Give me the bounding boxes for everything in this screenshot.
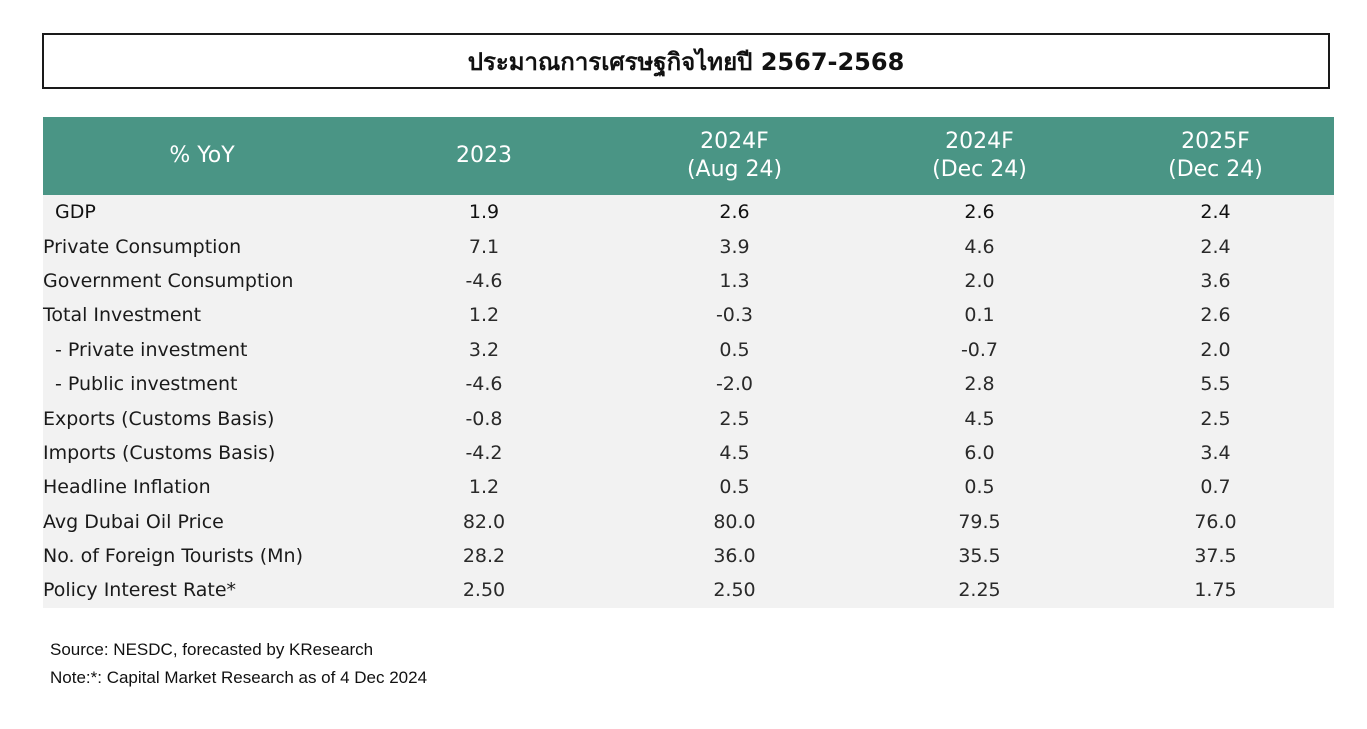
row-label: - Private investment <box>55 338 248 361</box>
header-line: 2024F <box>700 129 769 154</box>
header-line: (Aug 24) <box>686 157 783 182</box>
table-cell: 2.0 <box>1200 338 1231 361</box>
row-label: Imports (Customs Basis) <box>43 441 276 464</box>
table-cell: 2.0 <box>964 269 995 292</box>
row-label: GDP <box>55 201 96 224</box>
table-cell: 1.9 <box>468 201 500 224</box>
table-cell: 5.5 <box>1200 373 1231 396</box>
table-cell: 2.6 <box>964 201 995 224</box>
table-cell: 2.8 <box>964 373 995 396</box>
table-cell: 2.5 <box>719 407 750 430</box>
header-cell: 2024F (Aug 24) <box>607 117 862 195</box>
table-cell: 1.75 <box>1194 579 1237 602</box>
table-cell: 2.6 <box>1200 304 1231 327</box>
table-body: GDP 1.9 2.6 2.6 2.4 Private Consumption … <box>43 195 1334 608</box>
table-row: Avg Dubai Oil Price 82.0 80.0 79.5 76.0 <box>43 505 1334 539</box>
table-cell: 0.5 <box>719 338 750 361</box>
row-label: Total Investment <box>43 304 202 327</box>
table-row: Total Investment 1.2 -0.3 0.1 2.6 <box>43 298 1334 332</box>
table-cell: 4.6 <box>964 235 995 258</box>
table-cell: 37.5 <box>1194 545 1237 568</box>
table-cell: 2.4 <box>1200 201 1231 224</box>
footnotes: Source: NESDC, forecasted by KResearch N… <box>50 636 427 692</box>
header-line: 2025F <box>1181 129 1250 154</box>
table-cell: 2.4 <box>1200 235 1231 258</box>
header-cell: 2023 <box>361 117 607 195</box>
table-cell: 3.6 <box>1200 269 1231 292</box>
table-row: Exports (Customs Basis) -0.8 2.5 4.5 2.5 <box>43 401 1334 435</box>
table-cell: -0.7 <box>960 338 999 361</box>
table-cell: 0.5 <box>964 476 995 499</box>
table-cell: 1.3 <box>719 269 750 292</box>
table-cell: 2.50 <box>713 579 756 602</box>
table-cell: 79.5 <box>958 510 1001 533</box>
title-box: ประมาณการเศรษฐกิจไทยปี 2567-2568 <box>42 33 1330 89</box>
table-cell: 0.1 <box>964 304 995 327</box>
table-cell: -2.0 <box>715 373 754 396</box>
table-cell: 2.5 <box>1200 407 1231 430</box>
table-cell: 0.7 <box>1200 476 1231 499</box>
table-header-row: % YoY 2023 2024F (Aug 24) 2024F (Dec 24) 2… <box>43 117 1334 195</box>
table-cell: -0.8 <box>465 407 503 430</box>
row-label: Private Consumption <box>43 235 242 258</box>
header-line: % YoY <box>169 143 235 168</box>
table-cell: 3.2 <box>468 338 500 361</box>
header-line: 2024F <box>945 129 1014 154</box>
row-label: Headline Inflation <box>43 476 211 499</box>
table-cell: -4.2 <box>465 441 503 464</box>
forecast-table: % YoY 2023 2024F (Aug 24) 2024F (Dec 24) 2… <box>43 117 1334 608</box>
row-label: No. of Foreign Tourists (Mn) <box>43 545 303 568</box>
table-row: Private Consumption 7.1 3.9 4.6 2.4 <box>43 229 1334 263</box>
table-cell: 80.0 <box>713 510 756 533</box>
data-table: % YoY 2023 2024F (Aug 24) 2024F (Dec 24) 2… <box>43 117 1334 608</box>
table-row: Headline Inflation 1.2 0.5 0.5 0.7 <box>43 470 1334 504</box>
row-label: Government Consumption <box>43 269 294 292</box>
table-row: No. of Foreign Tourists (Mn) 28.2 36.0 3… <box>43 539 1334 573</box>
header-line: (Dec 24) <box>1168 157 1263 182</box>
table-row: Government Consumption -4.6 1.3 2.0 3.6 <box>43 264 1334 298</box>
table-row: - Public investment -4.6 -2.0 2.8 5.5 <box>43 367 1334 401</box>
table-cell: -4.6 <box>465 373 503 396</box>
table-cell: 28.2 <box>462 545 506 568</box>
table-cell: 4.5 <box>964 407 995 430</box>
header-cell: 2025F (Dec 24) <box>1097 117 1334 195</box>
table-cell: 35.5 <box>958 545 1001 568</box>
table-cell: -0.3 <box>715 304 754 327</box>
table-cell: 6.0 <box>964 441 995 464</box>
row-label: - Public investment <box>55 373 238 396</box>
header-line: 2023 <box>456 143 512 168</box>
table-row: Policy Interest Rate* 2.50 2.50 2.25 1.7… <box>43 573 1334 607</box>
header-cell: % YoY <box>43 117 361 195</box>
table-row: GDP 1.9 2.6 2.6 2.4 <box>43 195 1334 229</box>
table-cell: 82.0 <box>462 510 506 533</box>
table-cell: 36.0 <box>713 545 756 568</box>
table-cell: -4.6 <box>465 269 503 292</box>
header-cell: 2024F (Dec 24) <box>862 117 1097 195</box>
header-line: (Dec 24) <box>932 157 1027 182</box>
row-label: Avg Dubai Oil Price <box>43 510 224 533</box>
page-title: ประมาณการเศรษฐกิจไทยปี 2567-2568 <box>467 47 905 76</box>
table-cell: 2.25 <box>958 579 1001 602</box>
row-label: Policy Interest Rate* <box>43 579 237 602</box>
table-row: Imports (Customs Basis) -4.2 4.5 6.0 3.4 <box>43 436 1334 470</box>
source-note: Source: NESDC, forecasted by KResearch <box>50 640 374 659</box>
table-cell: 2.6 <box>719 201 750 224</box>
table-cell: 1.2 <box>468 304 500 327</box>
row-label: Exports (Customs Basis) <box>43 407 275 430</box>
table-cell: 3.4 <box>1200 441 1231 464</box>
table-cell: 1.2 <box>468 476 500 499</box>
table-cell: 4.5 <box>719 441 750 464</box>
table-cell: 2.50 <box>462 579 506 602</box>
table-cell: 7.1 <box>468 235 500 258</box>
table-row: - Private investment 3.2 0.5 -0.7 2.0 <box>43 333 1334 367</box>
table-cell: 0.5 <box>719 476 750 499</box>
footnote: Note:*: Capital Market Research as of 4 … <box>50 668 428 687</box>
table-cell: 3.9 <box>719 235 750 258</box>
table-cell: 76.0 <box>1194 510 1237 533</box>
